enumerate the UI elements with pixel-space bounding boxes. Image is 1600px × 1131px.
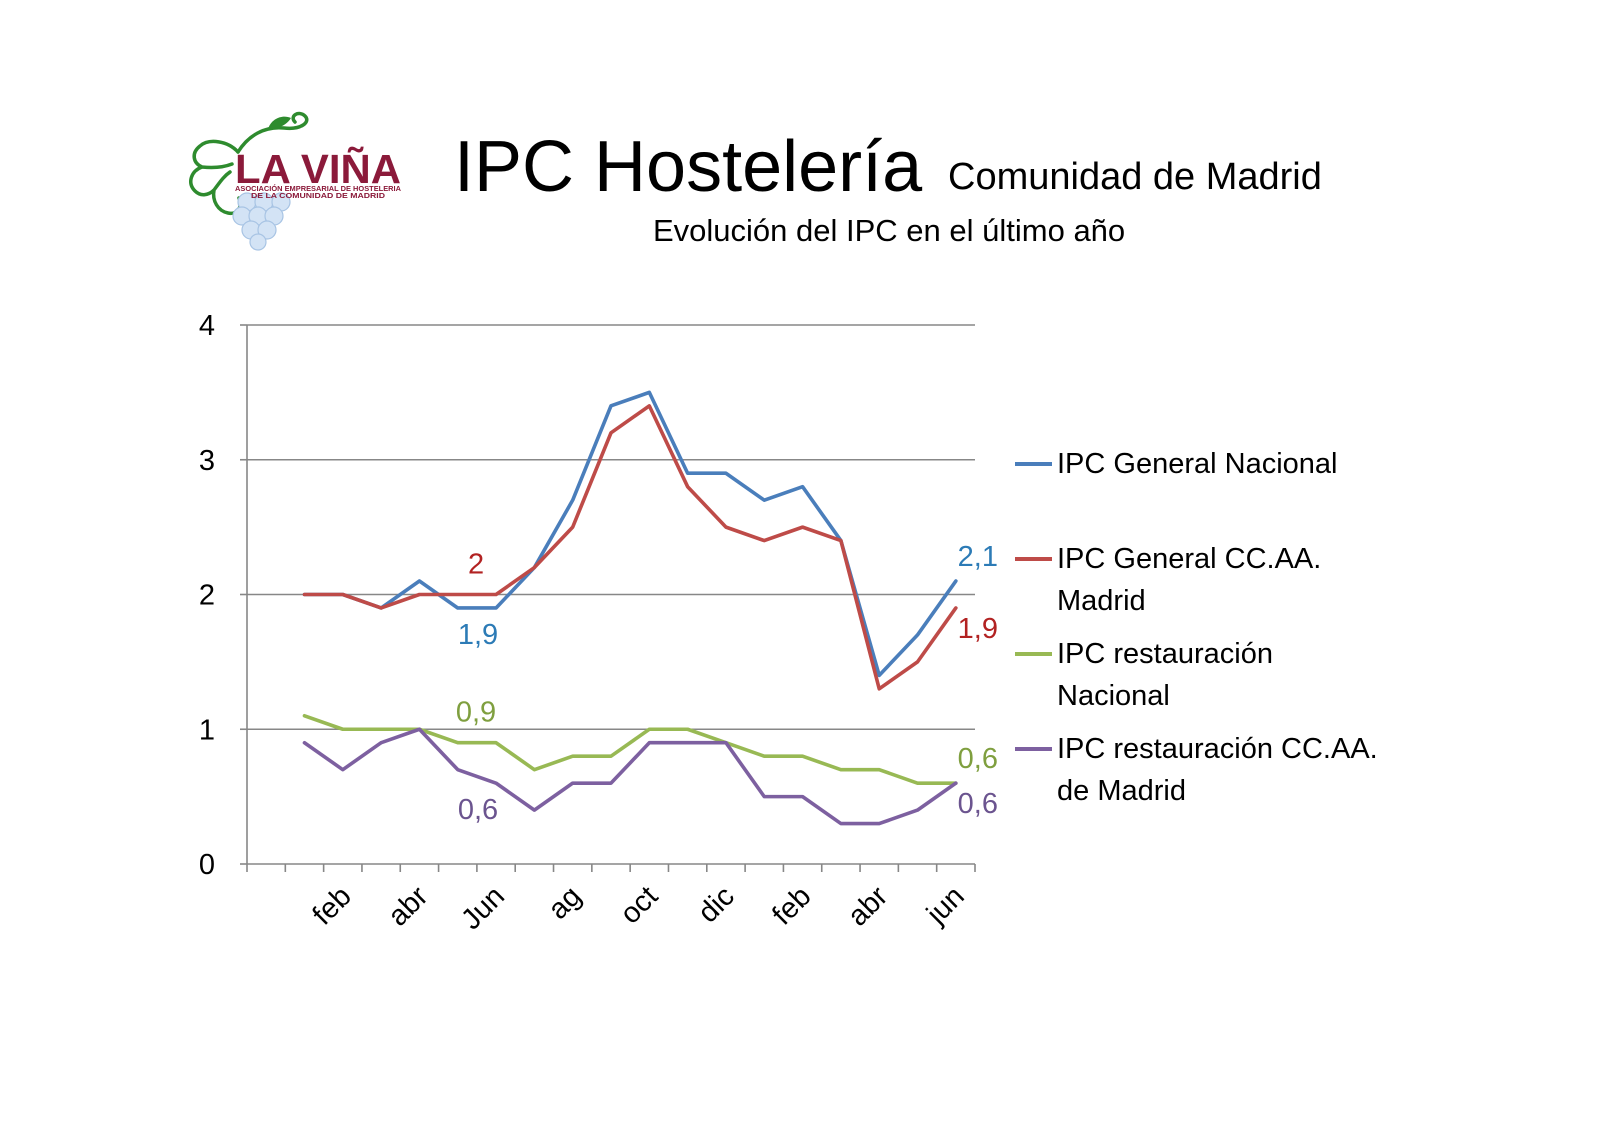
legend-marker — [1015, 652, 1052, 656]
vine-tendril-icon — [236, 111, 309, 154]
legend-marker — [1015, 747, 1052, 751]
series-line-ipc-general-cc-aa-madrid — [302, 404, 958, 691]
series-line-ipc-general-nacional — [302, 390, 958, 678]
vine-leaf-icon — [189, 139, 242, 216]
x-tick-label: abr — [382, 880, 435, 933]
legend-label: IPC restauración Nacional — [1057, 638, 1273, 712]
legend-label: IPC General Nacional — [1057, 448, 1338, 480]
x-tick-label: dic — [692, 880, 741, 929]
grape-vine-icon — [189, 111, 309, 216]
logo: LA VIÑA ASOCIACIÓN EMPRESARIAL DE HOSTEL… — [189, 111, 402, 251]
data-label: 2 — [468, 549, 484, 581]
data-label: 1,9 — [458, 619, 498, 651]
chart-title-region: Comunidad de Madrid — [948, 156, 1322, 198]
x-tick-label: feb — [307, 880, 358, 931]
x-tick-label: oct — [614, 880, 664, 930]
y-tick-label: 4 — [199, 310, 215, 342]
data-label: 2,1 — [958, 541, 998, 573]
data-label: 0,9 — [456, 697, 496, 729]
legend-label: IPC General CC.AA. Madrid — [1057, 543, 1322, 617]
series-line-ipc-restauracion-cc-aa-de-madrid — [302, 727, 958, 826]
grape-icon — [249, 233, 267, 251]
data-label: 0,6 — [458, 794, 498, 826]
y-tick-label: 2 — [199, 580, 215, 612]
logo-tagline: DE LA COMUNIDAD DE MADRID — [251, 191, 386, 200]
vine-small-leaf-icon — [268, 116, 291, 129]
legend-item: IPC General CC.AA. Madrid — [1015, 538, 1386, 633]
x-tick-label: ag — [542, 880, 587, 925]
y-tick-label: 3 — [199, 445, 215, 477]
legend-item: IPC restauración Nacional — [1015, 633, 1386, 728]
grapes-icon — [232, 192, 291, 251]
data-label: 0,6 — [958, 743, 998, 775]
y-tick-label: 1 — [199, 714, 215, 746]
logo-name: LA VIÑA — [235, 146, 401, 192]
legend-label: IPC restauración CC.AA. de Madrid — [1057, 733, 1378, 807]
legend-marker — [1015, 462, 1052, 466]
x-tick-label: jun — [920, 880, 971, 931]
x-tick-label: abr — [842, 880, 895, 933]
grape-icon — [257, 220, 277, 240]
chart-title: IPC Hostelería — [454, 127, 923, 207]
data-label: 1,9 — [958, 613, 998, 645]
data-label: 0,6 — [958, 788, 998, 820]
series-line-ipc-restauracion-nacional — [302, 713, 958, 785]
x-tick-label: Jun — [455, 880, 511, 936]
x-tick-label: feb — [766, 880, 817, 931]
legend-item: IPC restauración CC.AA. de Madrid — [1015, 728, 1386, 823]
legend-marker — [1015, 557, 1052, 561]
y-tick-label: 0 — [199, 849, 215, 881]
legend-item: IPC General Nacional — [1015, 443, 1386, 538]
logo-tagline: ASOCIACIÓN EMPRESARIAL DE HOSTELERIA — [235, 184, 402, 193]
chart-legend: IPC General Nacional IPC General CC.AA. … — [1015, 443, 1386, 823]
chart-subtitle: Evolución del IPC en el último año — [653, 213, 1125, 248]
